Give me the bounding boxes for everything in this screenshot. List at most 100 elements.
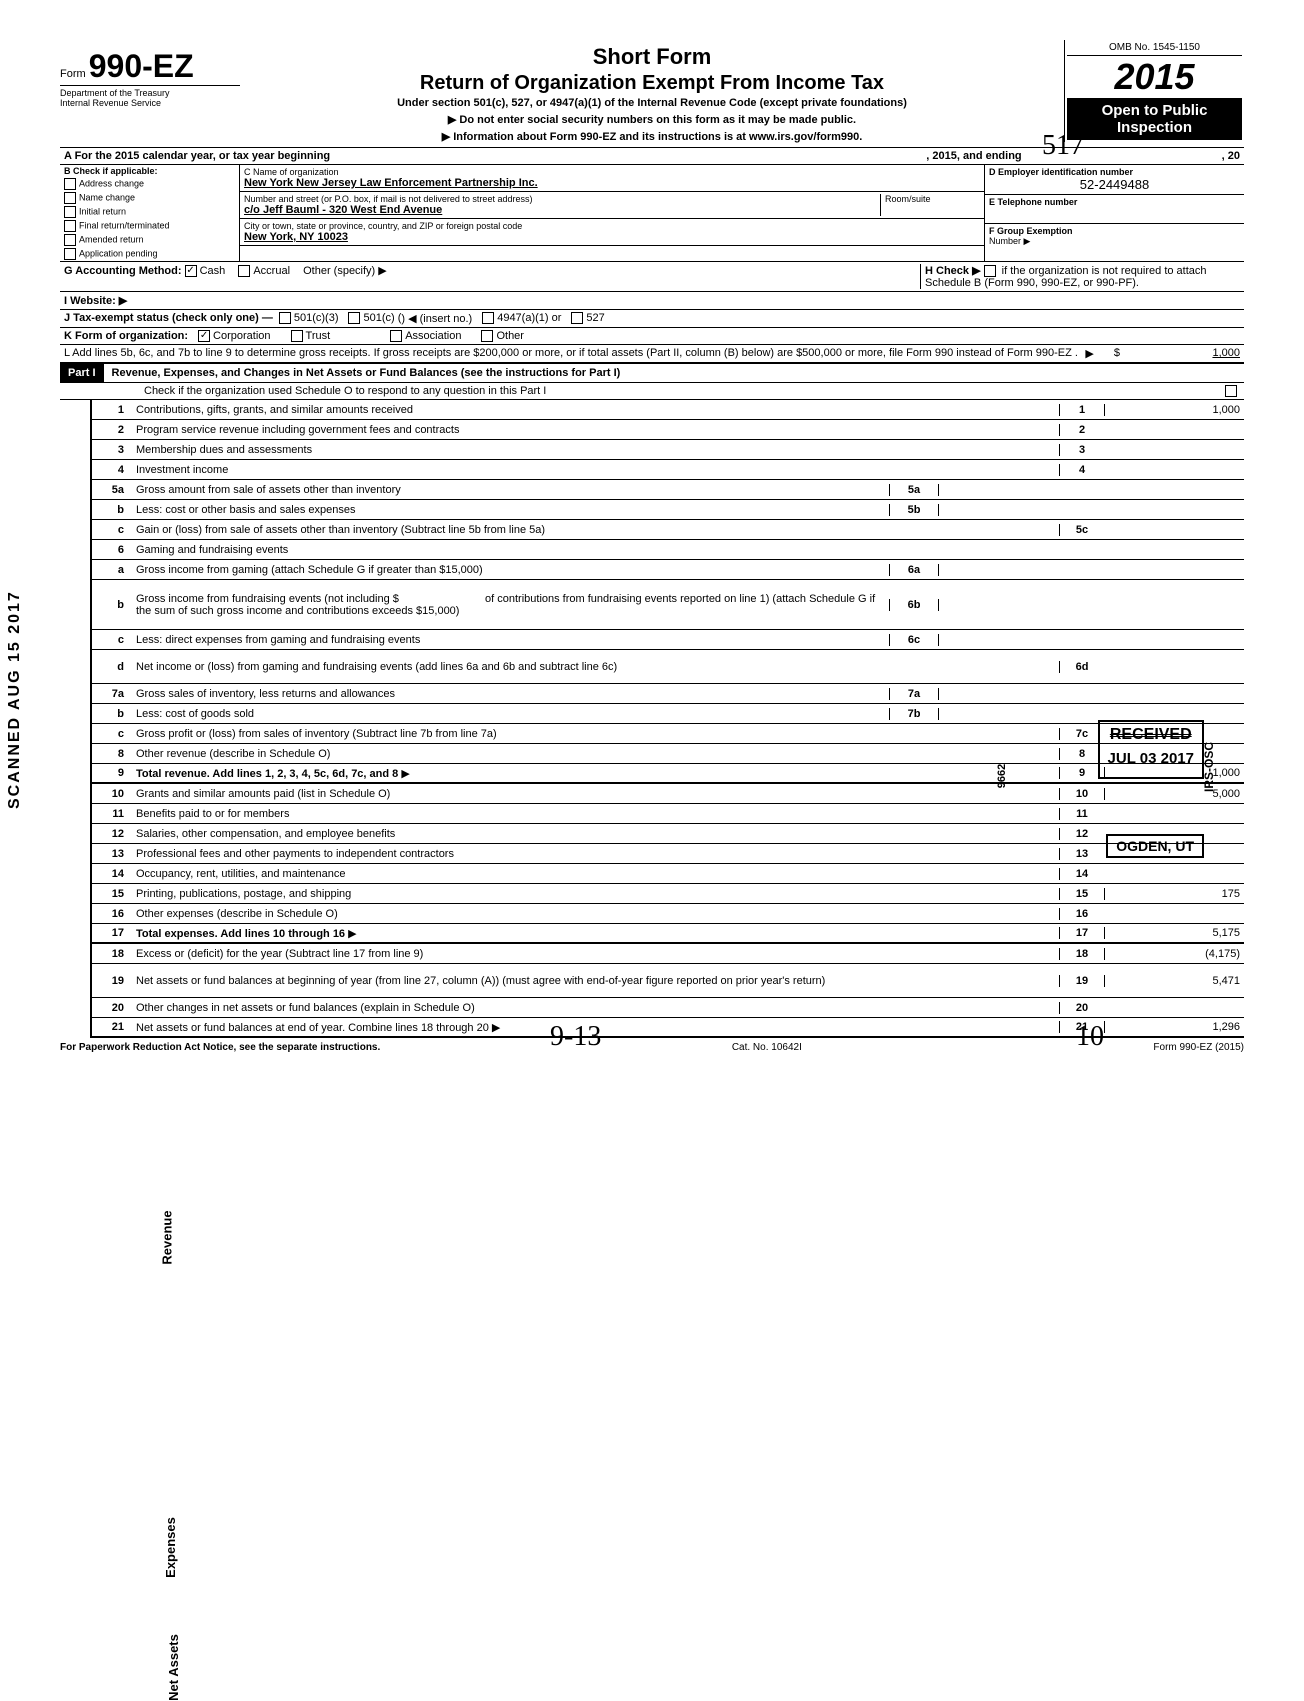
- check-corp[interactable]: [198, 330, 210, 342]
- form-ref: Form 990-EZ (2015): [1153, 1042, 1244, 1053]
- check-accrual[interactable]: [238, 265, 250, 277]
- footer: For Paperwork Reduction Act Notice, see …: [60, 1038, 1244, 1053]
- title-main: Short Form: [248, 44, 1056, 70]
- line-21: 21Net assets or fund balances at end of …: [92, 1018, 1244, 1038]
- line-13: 13Professional fees and other payments t…: [92, 844, 1244, 864]
- line-2: 2Program service revenue including gover…: [92, 420, 1244, 440]
- group-label: F Group Exemption: [989, 226, 1240, 236]
- check-pending[interactable]: [64, 248, 76, 260]
- l-text: L Add lines 5b, 6c, and 7b to line 9 to …: [64, 347, 1085, 360]
- dept-label: Department of the Treasury: [60, 88, 240, 98]
- name-label: C Name of organization: [244, 167, 980, 177]
- line-5a: 5aGross amount from sale of assets other…: [92, 480, 1244, 500]
- line-10: 10Grants and similar amounts paid (list …: [92, 784, 1244, 804]
- check-cash[interactable]: [185, 265, 197, 277]
- handwritten-913: 9-13: [550, 1021, 601, 1053]
- part1-label: Part I: [60, 364, 104, 382]
- line-18: 18Excess or (deficit) for the year (Subt…: [92, 944, 1244, 964]
- city-value: New York, NY 10023: [244, 231, 980, 243]
- side-assets: Net Assets: [166, 1634, 181, 1701]
- handwritten-517: 517: [1042, 130, 1084, 162]
- line-6b: b Gross income from fundraising events (…: [92, 580, 1244, 630]
- open-public-2: Inspection: [1071, 119, 1238, 136]
- part1-title: Revenue, Expenses, and Changes in Net As…: [104, 364, 629, 382]
- line-1: 1Contributions, gifts, grants, and simil…: [92, 400, 1244, 420]
- paperwork-notice: For Paperwork Reduction Act Notice, see …: [60, 1042, 380, 1053]
- street-value: c/o Jeff Bauml - 320 West End Avenue: [244, 204, 880, 216]
- line-19: 19Net assets or fund balances at beginni…: [92, 964, 1244, 998]
- cal-year-mid: , 2015, and ending: [926, 150, 1021, 162]
- cal-year-end: , 20: [1222, 150, 1240, 162]
- warning-ssn: ▶ Do not enter social security numbers o…: [248, 113, 1056, 126]
- line-14: 14Occupancy, rent, utilities, and mainte…: [92, 864, 1244, 884]
- stamp-num: 9662: [996, 764, 1008, 788]
- irs-label: Internal Revenue Service: [60, 98, 240, 108]
- room-label: Room/suite: [885, 194, 980, 204]
- website-label: I Website: ▶: [64, 294, 127, 307]
- check-address[interactable]: [64, 178, 76, 190]
- line-6c: cLess: direct expenses from gaming and f…: [92, 630, 1244, 650]
- ein-value: 52-2449488: [989, 177, 1240, 192]
- check-other-org[interactable]: [481, 330, 493, 342]
- check-amended[interactable]: [64, 234, 76, 246]
- l-arrow: ▶: [1085, 347, 1093, 360]
- cat-no: Cat. No. 10642I: [732, 1042, 802, 1053]
- line-15: 15Printing, publications, postage, and s…: [92, 884, 1244, 904]
- schedule-o-text: Check if the organization used Schedule …: [64, 385, 546, 397]
- acct-label: G Accounting Method:: [64, 265, 182, 277]
- check-initial[interactable]: [64, 206, 76, 218]
- org-name: New York New Jersey Law Enforcement Part…: [244, 177, 980, 189]
- line-12: 12Salaries, other compensation, and empl…: [92, 824, 1244, 844]
- line-3: 3Membership dues and assessments 3: [92, 440, 1244, 460]
- check-assoc[interactable]: [390, 330, 402, 342]
- l-value: 1,000: [1120, 347, 1240, 360]
- h-label: H Check ▶: [925, 265, 981, 277]
- handwritten-10: 10: [1076, 1021, 1104, 1053]
- k-label: K Form of organization:: [64, 330, 188, 342]
- title-sub: Return of Organization Exempt From Incom…: [248, 72, 1056, 95]
- form-prefix: Form: [60, 68, 86, 80]
- check-schedule-o[interactable]: [1225, 385, 1237, 397]
- line-6d: dNet income or (loss) from gaming and fu…: [92, 650, 1244, 684]
- side-expenses: Expenses: [163, 1517, 178, 1578]
- line-7c: cGross profit or (loss) from sales of in…: [92, 724, 1244, 744]
- line-7b: bLess: cost of goods sold 7b: [92, 704, 1244, 724]
- check-name[interactable]: [64, 192, 76, 204]
- line-4: 4Investment income 4: [92, 460, 1244, 480]
- check-527[interactable]: [571, 312, 583, 324]
- check-h[interactable]: [984, 265, 996, 277]
- line-7a: 7aGross sales of inventory, less returns…: [92, 684, 1244, 704]
- check-label: B Check if applicable:: [60, 165, 239, 177]
- open-public-1: Open to Public: [1071, 102, 1238, 119]
- tax-status-label: J Tax-exempt status (check only one) —: [64, 312, 273, 325]
- title-section: Under section 501(c), 527, or 4947(a)(1)…: [248, 97, 1056, 109]
- line-6a: aGross income from gaming (attach Schedu…: [92, 560, 1244, 580]
- check-501c3[interactable]: [279, 312, 291, 324]
- scanned-stamp: SCANNED AUG 15 2017: [6, 590, 24, 809]
- ein-label: D Employer identification number: [989, 167, 1240, 177]
- line-16: 16Other expenses (describe in Schedule O…: [92, 904, 1244, 924]
- group-num: Number ▶: [989, 236, 1240, 247]
- check-final[interactable]: [64, 220, 76, 232]
- line-20: 20Other changes in net assets or fund ba…: [92, 998, 1244, 1018]
- form-number: 990-EZ: [89, 48, 194, 84]
- ogden-stamp: OGDEN, UT: [1106, 834, 1204, 858]
- check-trust[interactable]: [291, 330, 303, 342]
- check-501c[interactable]: [348, 312, 360, 324]
- line-5b: bLess: cost or other basis and sales exp…: [92, 500, 1244, 520]
- cal-year-label: A For the 2015 calendar year, or tax yea…: [64, 150, 330, 162]
- irs-osc: IRS-OSC: [1202, 742, 1216, 792]
- received-stamp: RECEIVED JUL 03 2017: [1098, 720, 1204, 779]
- street-label: Number and street (or P.O. box, if mail …: [244, 194, 880, 204]
- city-label: City or town, state or province, country…: [244, 221, 980, 231]
- tel-label: E Telephone number: [989, 197, 1240, 207]
- line-6: 6Gaming and fundraising events: [92, 540, 1244, 560]
- line-17: 17Total expenses. Add lines 10 through 1…: [92, 924, 1244, 944]
- line-5c: cGain or (loss) from sale of assets othe…: [92, 520, 1244, 540]
- info-url: ▶ Information about Form 990-EZ and its …: [248, 130, 1056, 143]
- omb-number: OMB No. 1545-1150: [1067, 42, 1242, 56]
- line-9: 9Total revenue. Add lines 1, 2, 3, 4, 5c…: [92, 764, 1244, 784]
- check-4947[interactable]: [482, 312, 494, 324]
- line-8: 8Other revenue (describe in Schedule O) …: [92, 744, 1244, 764]
- line-11: 11Benefits paid to or for members 11: [92, 804, 1244, 824]
